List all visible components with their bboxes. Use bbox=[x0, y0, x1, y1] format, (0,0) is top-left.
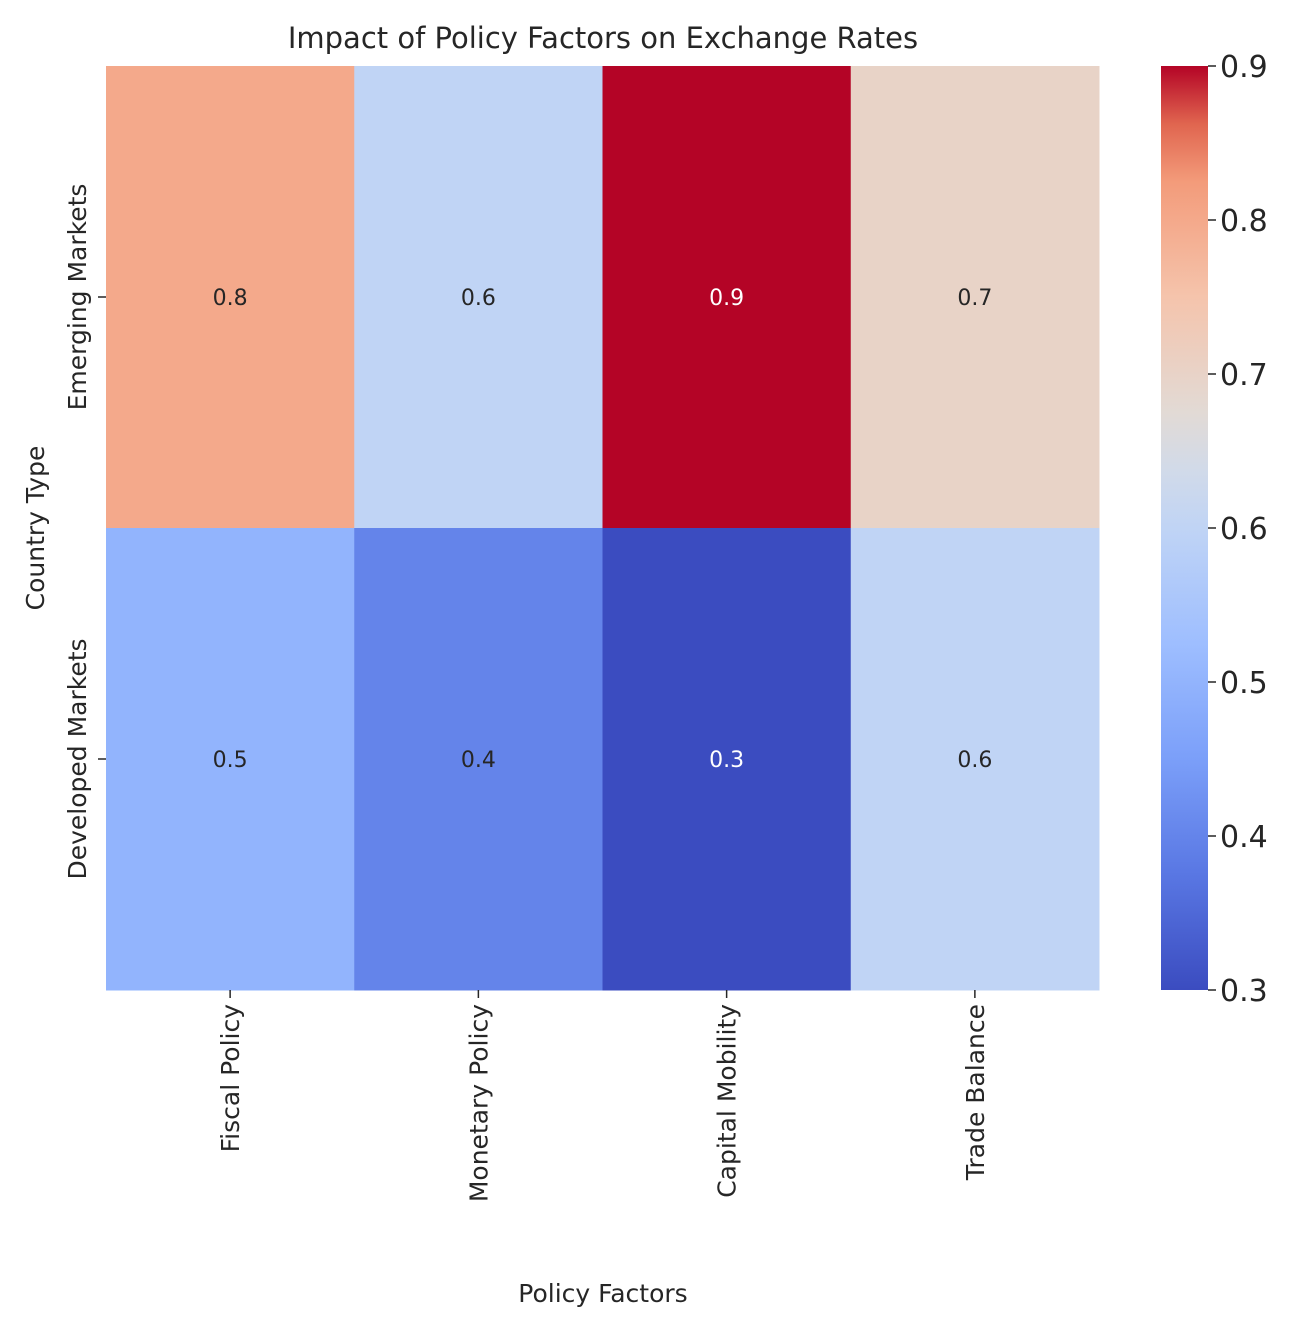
x-axis-ticks: Fiscal Policy Monetary Policy Capital Mobi… bbox=[216, 990, 990, 1202]
heatmap-cell bbox=[850, 66, 1100, 529]
heatmap-cell bbox=[850, 528, 1100, 991]
colorbar bbox=[1161, 66, 1208, 990]
colorbar-tick-label: 0.4 bbox=[1220, 820, 1268, 855]
heatmap-cell bbox=[602, 528, 852, 991]
cell-value-label: 0.5 bbox=[213, 748, 248, 773]
colorbar-tick-label: 0.9 bbox=[1220, 50, 1268, 85]
colorbar-tick-label: 0.3 bbox=[1220, 974, 1268, 1009]
colorbar-tick-label: 0.5 bbox=[1220, 666, 1268, 701]
x-tick-label: Trade Balance bbox=[961, 1004, 990, 1181]
x-tick-label: Fiscal Policy bbox=[216, 1004, 245, 1153]
cell-value-label: 0.6 bbox=[461, 286, 496, 311]
cell-value-label: 0.4 bbox=[461, 748, 496, 773]
colorbar-tick-label: 0.7 bbox=[1220, 358, 1268, 393]
cell-value-label: 0.7 bbox=[957, 286, 992, 311]
y-axis-label: Country Type bbox=[21, 446, 50, 611]
heatmap-cell bbox=[602, 66, 852, 529]
y-tick-label: Developed Markets bbox=[63, 638, 92, 879]
y-tick-label: Emerging Markets bbox=[63, 184, 92, 411]
heatmap-annotations: 0.8 0.6 0.9 0.7 0.5 0.4 0.3 0.6 bbox=[213, 286, 993, 773]
colorbar-tick-label: 0.8 bbox=[1220, 204, 1268, 239]
heatmap-cell bbox=[354, 66, 603, 529]
x-tick-label: Monetary Policy bbox=[464, 1004, 493, 1202]
x-tick-label: Capital Mobility bbox=[713, 1004, 742, 1198]
colorbar-ticks: 0.3 0.4 0.5 0.6 0.7 0.8 0.9 bbox=[1208, 50, 1268, 1009]
cell-value-label: 0.3 bbox=[709, 748, 744, 773]
heatmap-cell bbox=[354, 528, 603, 991]
cell-value-label: 0.9 bbox=[709, 286, 744, 311]
cell-value-label: 0.8 bbox=[213, 286, 248, 311]
heatmap-cell bbox=[106, 528, 355, 991]
heatmap-cell bbox=[106, 66, 355, 529]
colorbar-tick-label: 0.6 bbox=[1220, 512, 1268, 547]
cell-value-label: 0.6 bbox=[957, 748, 992, 773]
heatmap-cells bbox=[106, 66, 1100, 991]
chart-title: Impact of Policy Factors on Exchange Rat… bbox=[288, 21, 918, 55]
y-axis-ticks: Emerging Markets Developed Markets bbox=[63, 184, 106, 880]
x-axis-label: Policy Factors bbox=[518, 1279, 687, 1308]
